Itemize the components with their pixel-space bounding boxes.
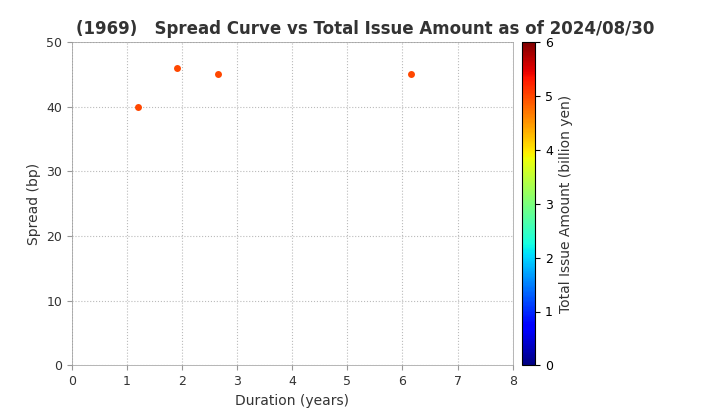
X-axis label: Duration (years): Duration (years) <box>235 394 349 408</box>
Point <box>212 71 224 78</box>
Point <box>132 103 144 110</box>
Point <box>171 65 182 71</box>
Y-axis label: Total Issue Amount (billion yen): Total Issue Amount (billion yen) <box>559 94 572 313</box>
Text: (1969)   Spread Curve vs Total Issue Amount as of 2024/08/30: (1969) Spread Curve vs Total Issue Amoun… <box>76 20 654 38</box>
Y-axis label: Spread (bp): Spread (bp) <box>27 163 41 245</box>
Point <box>405 71 416 78</box>
